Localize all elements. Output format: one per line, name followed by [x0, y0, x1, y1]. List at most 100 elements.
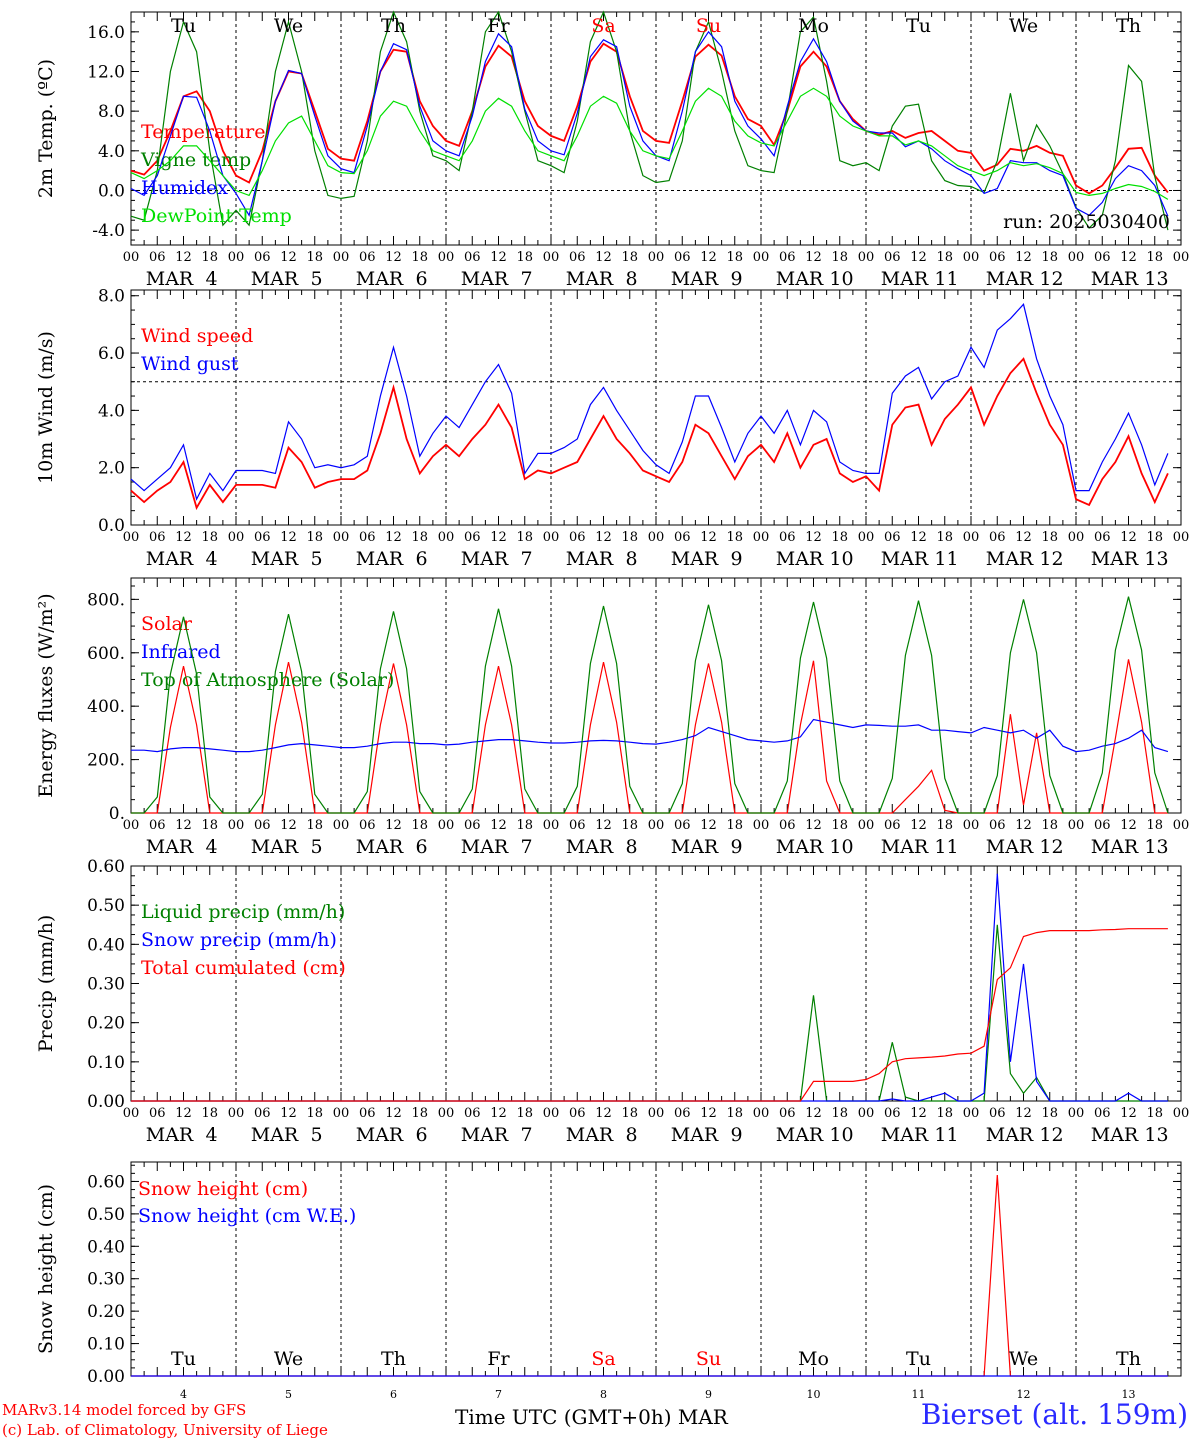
hour-tick-label: 00	[333, 1106, 350, 1121]
hour-tick-label: 12	[595, 530, 612, 545]
hour-tick-label: 00	[1068, 530, 1085, 545]
month-label: MAR	[146, 268, 194, 290]
hour-tick-label: 12	[175, 250, 192, 265]
hour-tick-label: 00	[858, 530, 875, 545]
series-dewpoint-temp-line	[130, 87, 1169, 200]
month-label: MAR	[881, 268, 929, 290]
hour-tick-label: 06	[674, 818, 691, 833]
hour-tick-label: 18	[1146, 530, 1163, 545]
y-tick-label: 4.0	[98, 401, 125, 421]
panel-2: 0.0 2.0 4.0 6.0 8.0 10m Wind (m/s) Wind speed W…	[35, 287, 1189, 570]
date-number-label: 7	[495, 1388, 502, 1400]
month-label: MAR	[461, 836, 509, 858]
month-label: MAR	[356, 268, 404, 290]
legend-entry: Wind speed	[141, 325, 253, 347]
hour-tick-label: 18	[726, 1106, 743, 1121]
y-tick-label: 2.0	[98, 459, 125, 479]
date-label: 10	[829, 548, 853, 570]
date-number-label: 12	[1017, 1388, 1031, 1400]
hour-tick-label: 12	[280, 1106, 297, 1121]
hour-tick-label: 00	[1173, 250, 1190, 265]
hour-tick-label: 12	[700, 250, 717, 265]
hour-tick-label: 18	[201, 530, 218, 545]
y-tick-label: 0.40	[87, 935, 125, 955]
hour-tick-label: 18	[1041, 250, 1058, 265]
y-tick-label: 0.30	[87, 1270, 125, 1290]
weekday-label: Mo	[798, 1348, 829, 1370]
series-liquid-precip-mm-h--line	[131, 924, 1168, 1102]
month-label: MAR	[776, 836, 824, 858]
month-label: MAR	[146, 1124, 194, 1146]
hour-tick-label: 12	[1015, 250, 1032, 265]
y-tick-label: 0.00	[87, 1092, 125, 1112]
date-number-label: 5	[285, 1388, 292, 1400]
hour-tick-label: 00	[543, 530, 560, 545]
hour-tick-label: 12	[700, 1106, 717, 1121]
series-wind-gust-line	[130, 303, 1169, 501]
y-tick-label: 0.20	[87, 1014, 125, 1034]
month-label: MAR	[461, 1124, 509, 1146]
date-label: 6	[415, 836, 427, 858]
hour-tick-label: 00	[543, 1106, 560, 1121]
weekday-label: We	[274, 15, 303, 37]
y-tick-label: 0.00	[87, 1367, 125, 1387]
hour-tick-label: 06	[779, 530, 796, 545]
hour-tick-label: 06	[884, 250, 901, 265]
hour-tick-label: 18	[621, 818, 638, 833]
hour-tick-label: 18	[201, 250, 218, 265]
hour-tick-label: 00	[858, 818, 875, 833]
hour-tick-label: 00	[963, 250, 980, 265]
hour-tick-label: 06	[569, 1106, 586, 1121]
legend-entry: Temperature	[141, 121, 265, 143]
date-label: 10	[829, 268, 853, 290]
month-label: MAR	[776, 268, 824, 290]
hour-tick-label: 12	[1120, 530, 1137, 545]
y-tick-label: 8.0	[98, 102, 125, 122]
date-label: 5	[310, 1124, 322, 1146]
weekday-label: Th	[1116, 1348, 1141, 1370]
weekday-label: Sa	[591, 1348, 615, 1370]
hour-tick-label: 12	[910, 250, 927, 265]
hour-tick-label: 06	[254, 530, 271, 545]
month-label: MAR	[671, 548, 719, 570]
hour-tick-label: 18	[1041, 530, 1058, 545]
date-number-label: 10	[807, 1388, 821, 1400]
date-label: 8	[625, 268, 637, 290]
y-tick-label: 0.60	[87, 857, 125, 877]
legend-entry: Total cumulated (cm)	[141, 957, 346, 979]
hour-tick-label: 12	[1120, 250, 1137, 265]
month-label: MAR	[1091, 1124, 1139, 1146]
hour-tick-label: 18	[411, 1106, 428, 1121]
date-label: 9	[730, 1124, 742, 1146]
hour-tick-label: 12	[1120, 1106, 1137, 1121]
month-label: MAR	[251, 836, 299, 858]
weekday-label: We	[1009, 15, 1038, 37]
y-tick-label: 6.0	[98, 344, 125, 364]
month-label: MAR	[1091, 836, 1139, 858]
hour-tick-label: 06	[884, 530, 901, 545]
hour-tick-label: 18	[621, 530, 638, 545]
y-tick-label: 0.50	[87, 896, 125, 916]
weekday-label: Tu	[171, 1348, 196, 1370]
hour-tick-label: 12	[175, 1106, 192, 1121]
hour-tick-label: 18	[1041, 818, 1058, 833]
hour-tick-label: 18	[1146, 818, 1163, 833]
hour-tick-label: 06	[674, 250, 691, 265]
month-label: MAR	[146, 548, 194, 570]
month-label: MAR	[251, 268, 299, 290]
hour-tick-label: 00	[753, 1106, 770, 1121]
hour-tick-label: 18	[306, 1106, 323, 1121]
weekday-label: Tu	[906, 1348, 931, 1370]
date-number-label: 13	[1122, 1388, 1136, 1400]
date-label: 4	[205, 1124, 217, 1146]
hour-tick-label: 12	[595, 818, 612, 833]
hour-tick-label: 06	[989, 250, 1006, 265]
date-label: 13	[1144, 268, 1168, 290]
hour-tick-label: 12	[700, 818, 717, 833]
hour-tick-label: 00	[228, 818, 245, 833]
hour-tick-label: 06	[254, 1106, 271, 1121]
hour-tick-label: 12	[595, 1106, 612, 1121]
hour-tick-label: 06	[569, 818, 586, 833]
month-label: MAR	[251, 548, 299, 570]
series-infrared-line	[131, 718, 1169, 753]
